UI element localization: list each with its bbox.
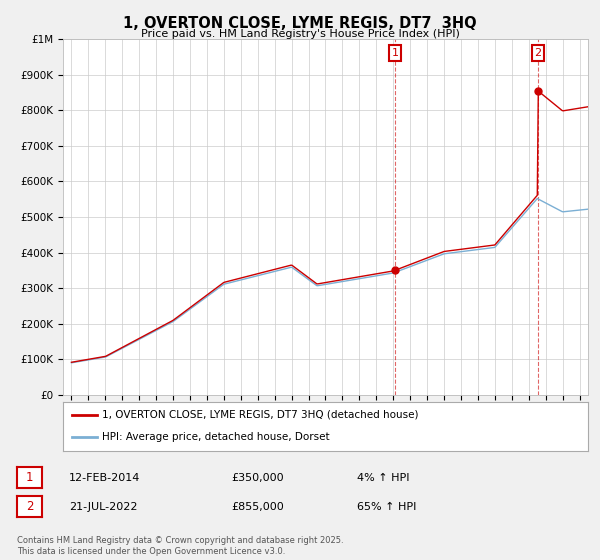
Text: 2: 2 [26,500,33,514]
Text: 2: 2 [535,48,541,58]
Text: 1, OVERTON CLOSE, LYME REGIS, DT7 3HQ (detached house): 1, OVERTON CLOSE, LYME REGIS, DT7 3HQ (d… [103,410,419,420]
Text: Contains HM Land Registry data © Crown copyright and database right 2025.
This d: Contains HM Land Registry data © Crown c… [17,536,343,556]
Text: £855,000: £855,000 [231,502,284,512]
Text: £350,000: £350,000 [231,473,284,483]
Text: 4% ↑ HPI: 4% ↑ HPI [357,473,409,483]
Text: 1: 1 [391,48,398,58]
Text: 1: 1 [26,471,33,484]
Text: 12-FEB-2014: 12-FEB-2014 [69,473,140,483]
Text: HPI: Average price, detached house, Dorset: HPI: Average price, detached house, Dors… [103,432,330,442]
Text: 21-JUL-2022: 21-JUL-2022 [69,502,137,512]
Text: 1, OVERTON CLOSE, LYME REGIS, DT7  3HQ: 1, OVERTON CLOSE, LYME REGIS, DT7 3HQ [123,16,477,31]
Text: Price paid vs. HM Land Registry's House Price Index (HPI): Price paid vs. HM Land Registry's House … [140,29,460,39]
Text: 65% ↑ HPI: 65% ↑ HPI [357,502,416,512]
